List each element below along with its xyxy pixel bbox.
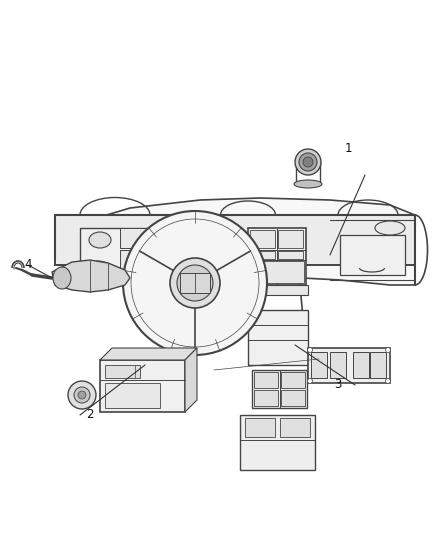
Circle shape <box>295 149 321 175</box>
Circle shape <box>123 211 267 355</box>
Text: 1: 1 <box>344 141 352 155</box>
Circle shape <box>385 378 391 384</box>
Ellipse shape <box>89 232 111 248</box>
FancyBboxPatch shape <box>120 228 155 248</box>
Circle shape <box>68 381 96 409</box>
FancyBboxPatch shape <box>245 418 275 437</box>
Circle shape <box>299 153 317 171</box>
FancyBboxPatch shape <box>105 365 140 378</box>
FancyBboxPatch shape <box>155 252 173 272</box>
Polygon shape <box>248 285 308 295</box>
FancyBboxPatch shape <box>281 372 305 388</box>
Polygon shape <box>52 260 130 292</box>
FancyBboxPatch shape <box>353 352 369 378</box>
FancyBboxPatch shape <box>280 418 310 437</box>
FancyBboxPatch shape <box>250 261 304 283</box>
Circle shape <box>170 258 220 308</box>
FancyBboxPatch shape <box>80 228 175 273</box>
Text: 3: 3 <box>334 378 342 392</box>
FancyBboxPatch shape <box>254 390 278 406</box>
Circle shape <box>307 378 312 384</box>
Circle shape <box>307 348 312 352</box>
FancyBboxPatch shape <box>278 251 303 259</box>
FancyBboxPatch shape <box>105 383 160 408</box>
Circle shape <box>303 157 313 167</box>
FancyBboxPatch shape <box>311 352 327 378</box>
Ellipse shape <box>53 267 71 289</box>
FancyBboxPatch shape <box>330 352 346 378</box>
Ellipse shape <box>85 261 110 275</box>
Text: 4: 4 <box>24 259 32 271</box>
FancyBboxPatch shape <box>370 352 386 378</box>
FancyBboxPatch shape <box>340 235 405 275</box>
FancyBboxPatch shape <box>100 360 185 412</box>
FancyBboxPatch shape <box>278 230 303 248</box>
Circle shape <box>74 387 90 403</box>
Circle shape <box>385 348 391 352</box>
FancyBboxPatch shape <box>180 273 210 293</box>
Circle shape <box>177 265 213 301</box>
FancyBboxPatch shape <box>250 230 275 248</box>
FancyBboxPatch shape <box>250 251 275 259</box>
FancyBboxPatch shape <box>248 310 308 365</box>
FancyBboxPatch shape <box>55 215 415 265</box>
Polygon shape <box>55 198 415 285</box>
Text: 2: 2 <box>86 408 94 422</box>
Ellipse shape <box>375 221 405 235</box>
FancyBboxPatch shape <box>248 228 306 285</box>
Polygon shape <box>100 348 197 360</box>
Circle shape <box>78 391 86 399</box>
FancyBboxPatch shape <box>281 390 305 406</box>
FancyBboxPatch shape <box>308 348 390 383</box>
FancyBboxPatch shape <box>240 415 315 470</box>
FancyBboxPatch shape <box>120 250 155 272</box>
FancyBboxPatch shape <box>252 370 307 408</box>
Ellipse shape <box>294 180 322 188</box>
FancyBboxPatch shape <box>254 372 278 388</box>
Polygon shape <box>185 348 197 412</box>
